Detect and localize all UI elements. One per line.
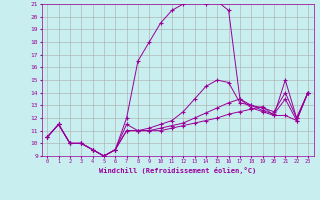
X-axis label: Windchill (Refroidissement éolien,°C): Windchill (Refroidissement éolien,°C) — [99, 167, 256, 174]
